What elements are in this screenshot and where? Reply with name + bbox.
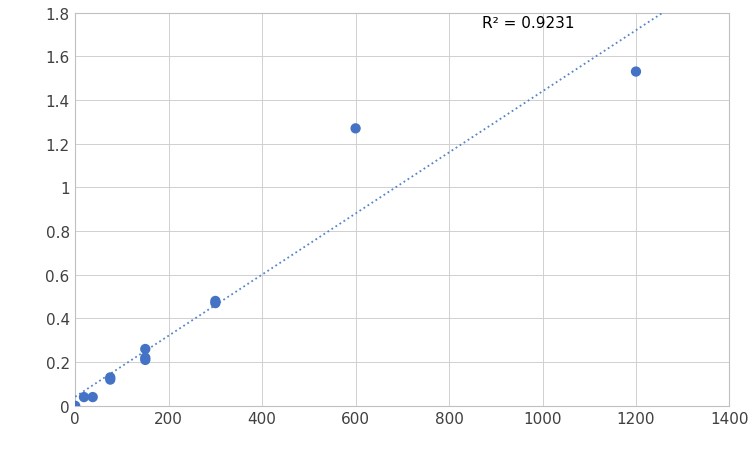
Point: [78, 394, 90, 401]
Point: [139, 356, 151, 364]
Point: [139, 345, 151, 353]
Point: [630, 69, 642, 76]
Point: [105, 376, 117, 383]
Point: [105, 374, 117, 381]
Point: [139, 354, 151, 362]
Point: [69, 402, 81, 410]
Point: [209, 300, 221, 307]
Point: [350, 125, 362, 133]
Point: [86, 394, 99, 401]
Point: [209, 298, 221, 305]
Text: R² = 0.9231: R² = 0.9231: [482, 16, 575, 31]
